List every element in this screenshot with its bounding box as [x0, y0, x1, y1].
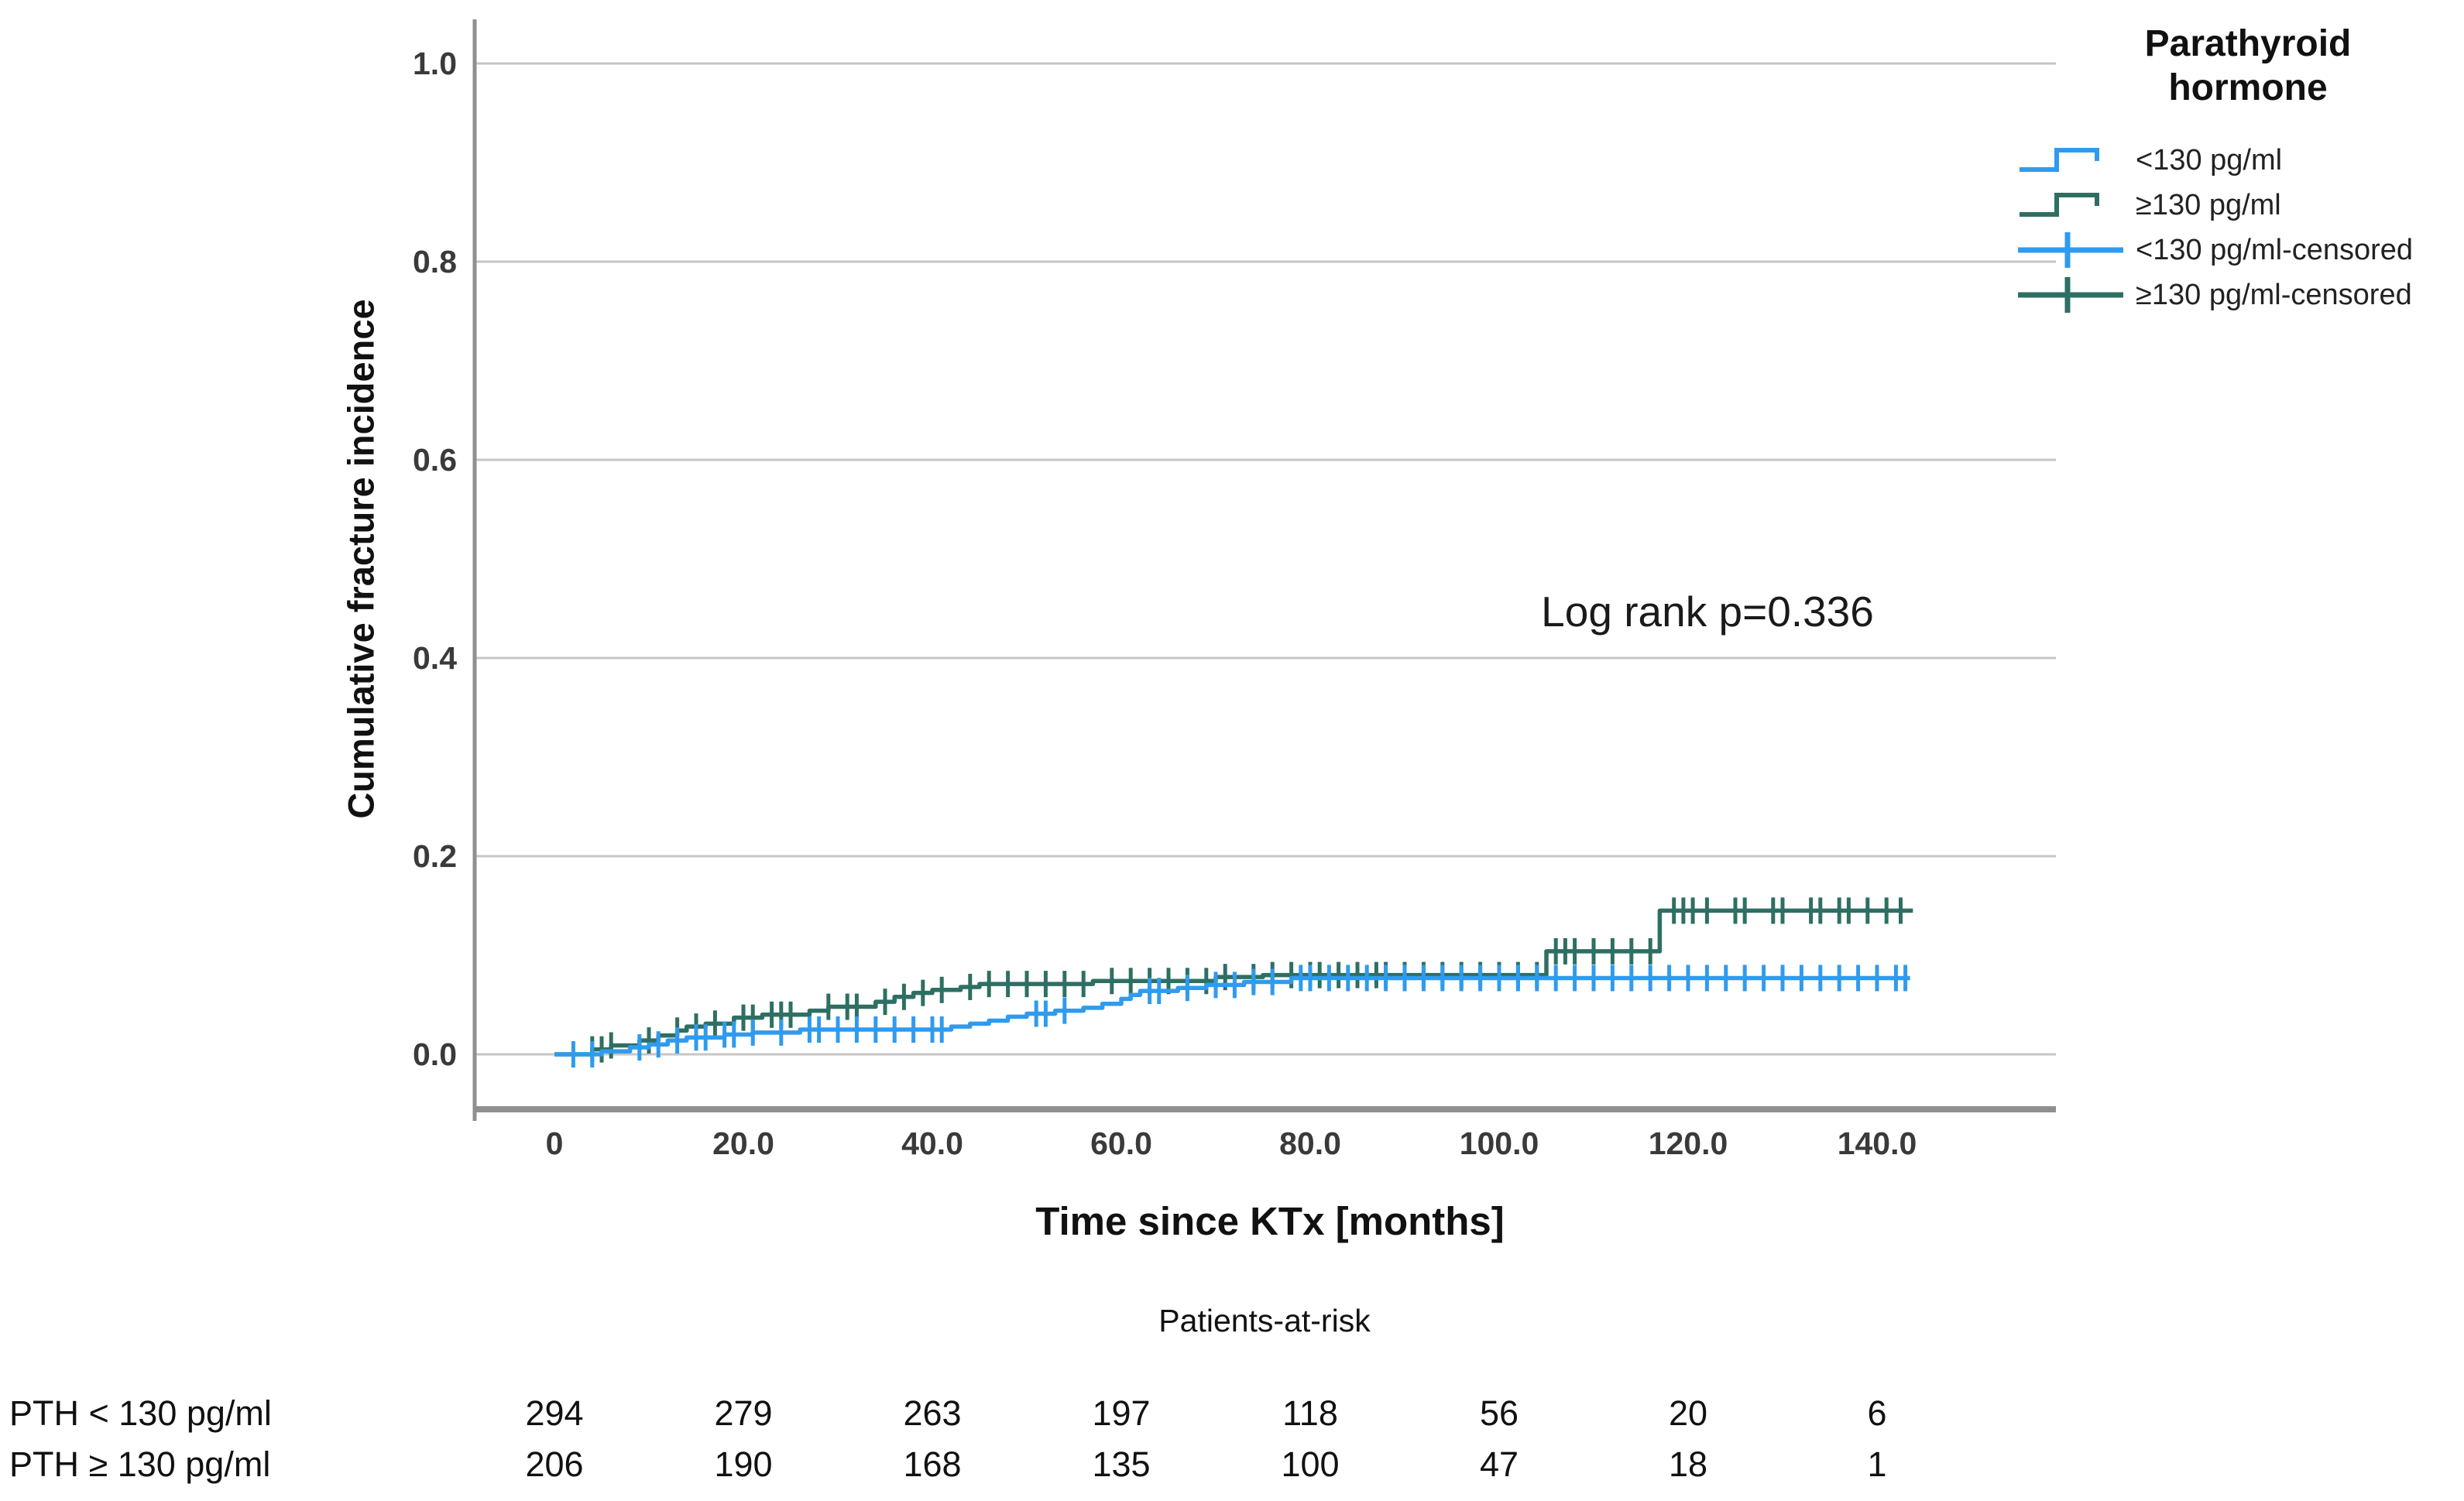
at-risk-count: 263 — [903, 1393, 962, 1433]
legend-title-line2: hormone — [2168, 67, 2328, 108]
at-risk-count: 197 — [1092, 1393, 1151, 1433]
y-axis-tick-label: 0.0 — [413, 1037, 457, 1072]
legend-entry-label: ≥130 pg/ml — [2136, 188, 2281, 221]
at-risk-count: 6 — [1867, 1393, 1887, 1433]
at-risk-count: 135 — [1092, 1444, 1151, 1484]
x-axis-tick-label: 0 — [545, 1126, 564, 1161]
x-axis-tick-label: 20.0 — [712, 1126, 774, 1161]
x-axis-tick-label: 40.0 — [901, 1126, 963, 1161]
at-risk-count: 190 — [714, 1444, 773, 1484]
x-axis-tick-label: 140.0 — [1837, 1126, 1917, 1161]
legend-entry-label: <130 pg/ml — [2136, 143, 2283, 176]
y-axis-tick-label: 0.4 — [413, 640, 457, 676]
legend-step-line-icon — [2020, 148, 2099, 172]
legend-title: Parathyroid hormone — [2029, 22, 2464, 110]
y-axis-title: Cumulative fracture incidence — [340, 299, 382, 819]
patients-at-risk-title: Patients-at-risk — [1158, 1303, 1371, 1338]
at-risk-count: 56 — [1479, 1393, 1519, 1433]
at-risk-count: 20 — [1668, 1393, 1708, 1433]
legend-entry-label: ≥130 pg/ml-censored — [2136, 278, 2412, 311]
at-risk-count: 279 — [714, 1393, 773, 1433]
x-axis-title: Time since KTx [months] — [1035, 1199, 1505, 1243]
at-risk-count: 118 — [1282, 1393, 1338, 1433]
at-risk-count: 168 — [903, 1444, 962, 1484]
log-rank-annotation: Log rank p=0.336 — [1541, 588, 1874, 636]
legend-entry: <130 pg/ml-censored — [2015, 230, 2413, 270]
x-axis-tick-label: 80.0 — [1279, 1126, 1341, 1161]
at-risk-count: 18 — [1668, 1444, 1708, 1484]
x-axis-tick-label: 120.0 — [1648, 1126, 1728, 1161]
y-axis-tick-label: 0.6 — [413, 442, 457, 478]
at-risk-row-label: PTH < 130 pg/ml — [9, 1393, 272, 1433]
legend-entry: <130 pg/ml — [2015, 140, 2282, 180]
x-axis-tick-label: 60.0 — [1090, 1126, 1152, 1161]
at-risk-count: 47 — [1479, 1444, 1519, 1484]
at-risk-count: 100 — [1281, 1444, 1340, 1484]
legend-censored-mark-icon — [2018, 232, 2123, 268]
legend-entry: ≥130 pg/ml — [2015, 185, 2281, 225]
at-risk-count: 206 — [525, 1444, 584, 1484]
legend-step-line-icon — [2020, 193, 2099, 217]
legend-title-line1: Parathyroid — [2144, 23, 2352, 64]
at-risk-count: 294 — [525, 1393, 584, 1433]
legend-entry-label: <130 pg/ml-censored — [2136, 233, 2414, 266]
at-risk-row-label: PTH ≥ 130 pg/ml — [9, 1444, 271, 1484]
y-axis-tick-label: 0.8 — [413, 244, 457, 279]
legend-censored-mark-icon — [2018, 277, 2123, 313]
x-axis-tick-label: 100.0 — [1459, 1126, 1539, 1161]
km-curve-lt130 — [554, 975, 1910, 1057]
y-axis-tick-label: 1.0 — [413, 46, 457, 81]
legend-entry: ≥130 pg/ml-censored — [2015, 275, 2412, 315]
y-axis-tick-label: 0.2 — [413, 838, 457, 874]
at-risk-count: 1 — [1867, 1444, 1887, 1484]
